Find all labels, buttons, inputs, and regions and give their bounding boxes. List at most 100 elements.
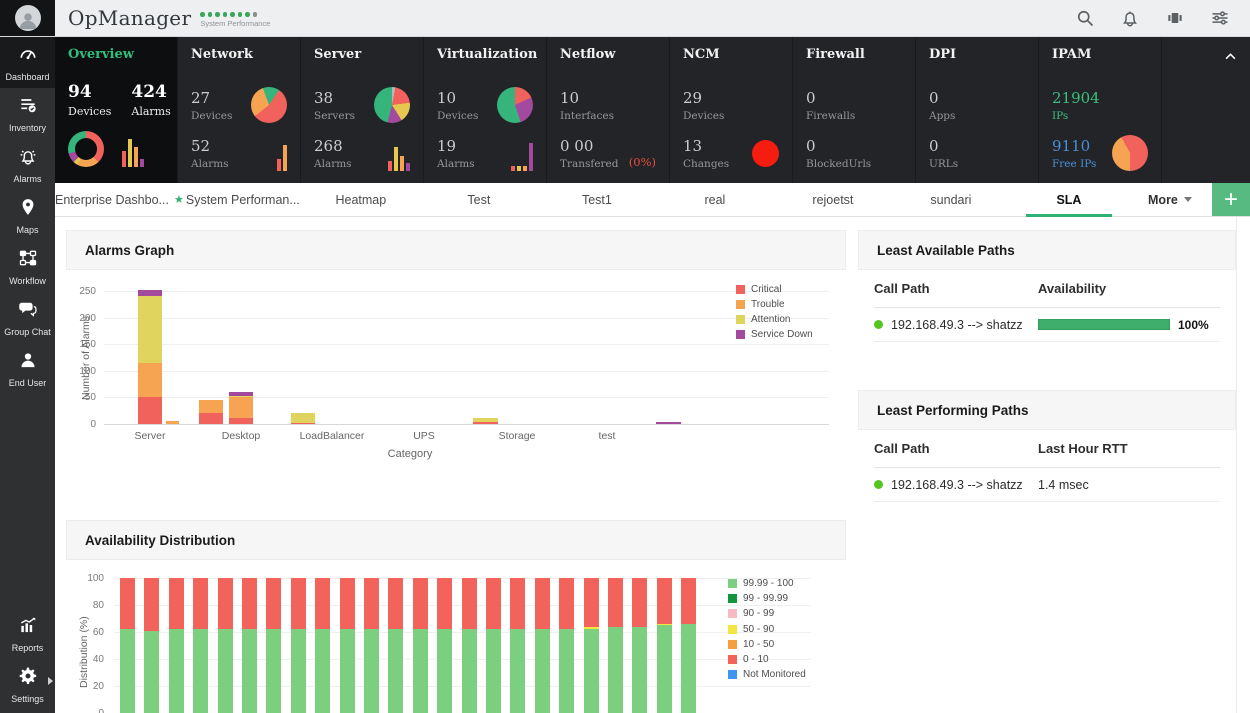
stats-section-network[interactable]: Network 27 Devices 52 Alarms (178, 37, 301, 183)
bar-segment (217, 578, 233, 630)
y-axis-tick: 40 (92, 654, 104, 665)
chart-bar[interactable] (486, 578, 501, 713)
stats-section-server[interactable]: Server 38 Servers 268 Alarms (301, 37, 424, 183)
logo-tagline: System Performance (200, 18, 271, 28)
bar-segment (364, 578, 379, 630)
sidebar-item-label: Inventory (8, 123, 47, 133)
sidebar-item-inventory[interactable]: Inventory (0, 88, 55, 139)
sidebar-item-maps[interactable]: Maps (0, 190, 55, 241)
chart-bar[interactable] (199, 400, 223, 424)
chart-bar[interactable] (291, 413, 315, 424)
stats-section-netflow[interactable]: Netflow 10 Interfaces 0 00 Transfered (0%) (547, 37, 670, 183)
legend-item: Attention (736, 314, 813, 325)
table-row[interactable]: 192.168.49.3 --> shatzz 1.4 msec (874, 468, 1220, 502)
chart-bar[interactable] (144, 578, 160, 713)
chart-bar[interactable] (534, 578, 550, 713)
legend-item: 90 - 99 (728, 608, 806, 619)
chart-bar[interactable] (437, 578, 453, 713)
chart-bar[interactable] (461, 578, 477, 713)
stat-label: Alarms (191, 157, 229, 170)
stat-label: Devices (437, 109, 479, 122)
chart-bar[interactable] (656, 422, 681, 424)
search-icon[interactable] (1075, 8, 1095, 28)
chart-bar[interactable] (388, 578, 404, 713)
chart-bar[interactable] (242, 578, 257, 713)
status-dot-icon (874, 320, 883, 329)
chart-bar[interactable] (656, 578, 672, 713)
chart-bar[interactable] (583, 578, 599, 713)
bar-segment (242, 578, 257, 630)
chart-bar[interactable] (266, 578, 282, 713)
video-wall-icon[interactable] (1165, 8, 1185, 28)
least-available-paths-panel: Least Available Paths Call Path Availabil… (858, 230, 1236, 378)
table-row[interactable]: 192.168.49.3 --> shatzz 100% (874, 308, 1220, 342)
stats-section-ipam[interactable]: IPAM 21904 IPs 9110 Free IPs (1039, 37, 1162, 183)
tab-system-performance[interactable]: System Performan... (184, 183, 302, 216)
gauge-icon (18, 44, 38, 69)
collapse-chevron-up-icon[interactable] (1223, 49, 1238, 64)
sidebar-item-alarms[interactable]: Alarms (0, 139, 55, 190)
chart-bar[interactable] (473, 418, 498, 424)
filter-sliders-icon[interactable] (1210, 8, 1230, 28)
column-header: Call Path (874, 281, 930, 296)
stats-section-virtualization[interactable]: Virtualization 10 Devices 19 Alarms (424, 37, 547, 183)
chart-bar[interactable] (166, 421, 179, 424)
sidebar-item-end-user[interactable]: End User (0, 343, 55, 394)
user-avatar[interactable] (14, 5, 41, 31)
stats-section-ncm[interactable]: NCM 29 Devices 13 Changes (670, 37, 793, 183)
chart-bar[interactable] (681, 578, 697, 713)
tab-rejoetst[interactable]: rejoetst (774, 183, 892, 216)
chart-bar[interactable] (339, 578, 355, 713)
chart-bar[interactable] (168, 578, 184, 713)
chart-bar[interactable] (290, 578, 306, 713)
person-icon (18, 350, 38, 375)
tab-test[interactable]: Test (420, 183, 538, 216)
bar-segment (656, 422, 681, 424)
chart-bar[interactable] (559, 578, 575, 713)
chart-bar[interactable] (138, 289, 162, 424)
legend-swatch (736, 300, 745, 309)
sidebar-item-settings[interactable]: Settings (0, 659, 55, 710)
stats-section-firewall[interactable]: Firewall 0 Firewalls 0 BlockedUrls (793, 37, 916, 183)
sidebar-item-group-chat[interactable]: Group Chat (0, 292, 55, 343)
chart-bar[interactable] (315, 578, 331, 713)
chart-bar[interactable] (632, 578, 648, 713)
tab-test1[interactable]: Test1 (538, 183, 656, 216)
tabs-more-button[interactable]: More (1128, 183, 1212, 216)
user-corner[interactable] (0, 0, 55, 36)
sidebar-item-dashboard[interactable]: Dashboard (0, 37, 55, 88)
tab-real[interactable]: real (656, 183, 774, 216)
stats-section-overview[interactable]: Overview 94 Devices 424 Alarms (55, 37, 178, 183)
bar-segment (120, 629, 135, 713)
legend-label: 99 - 99.99 (743, 593, 789, 605)
chart-bar[interactable] (364, 578, 379, 713)
tab-heatmap[interactable]: Heatmap (302, 183, 420, 216)
bar-segment (608, 626, 623, 713)
chart-bar[interactable] (120, 578, 135, 713)
mini-bar-chart (277, 135, 287, 171)
add-dashboard-button[interactable]: + (1211, 183, 1250, 216)
bar-segment (656, 623, 672, 626)
legend-label: 0 - 10 (743, 653, 769, 665)
chart-bar[interactable] (229, 391, 253, 424)
notifications-icon[interactable] (1120, 8, 1140, 28)
stat-row: 9110 Free IPs (1052, 134, 1148, 172)
chart-bar[interactable] (412, 578, 428, 713)
tab-sla[interactable]: SLA (1010, 183, 1128, 217)
tab-label: System Performan... (185, 192, 300, 207)
chart-bar[interactable] (217, 578, 233, 713)
sidebar-item-reports[interactable]: Reports (0, 608, 55, 659)
tab-enterprise-dashboard[interactable]: Enterprise Dashbo... ★ (55, 183, 184, 216)
stats-band: Overview 94 Devices 424 Alarms Network 27 Devic… (55, 37, 1250, 183)
mini-bar (277, 159, 281, 171)
tab-sundari[interactable]: sundari (892, 183, 1010, 216)
chart-bar[interactable] (608, 578, 623, 713)
chart-bar[interactable] (193, 578, 209, 713)
least-available-paths-table: Call Path Availability 192.168.49.3 --> sh… (858, 270, 1236, 342)
sidebar-item-workflow[interactable]: Workflow (0, 241, 55, 292)
legend-swatch (736, 330, 745, 339)
bar-segment (266, 629, 282, 713)
stats-section-dpi[interactable]: DPI 0 Apps 0 URLs (916, 37, 1039, 183)
chart-bar[interactable] (510, 578, 526, 713)
mini-bar (122, 151, 126, 167)
